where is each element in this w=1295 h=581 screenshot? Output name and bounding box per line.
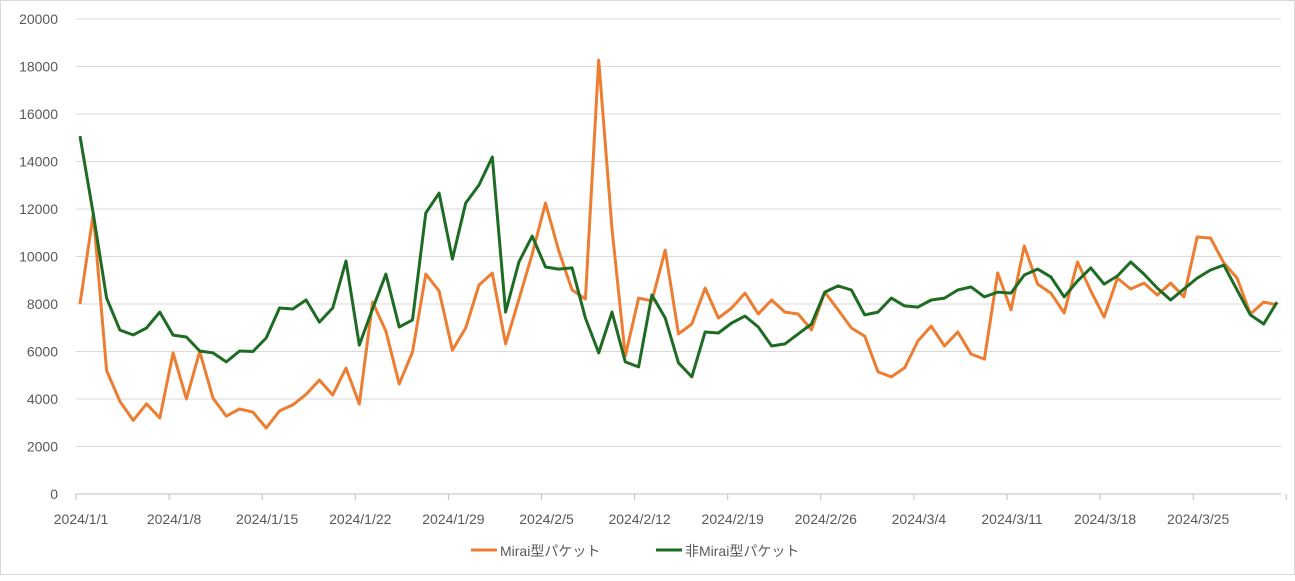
legend: Mirai型パケット 非Mirai型パケット: [471, 543, 799, 559]
y-tick-label: 14000: [19, 154, 58, 170]
x-tick-label: 2024/3/18: [1074, 511, 1136, 527]
x-tick-label: 2024/3/11: [981, 511, 1042, 527]
y-tick-label: 16000: [19, 106, 58, 122]
x-tick-label: 2024/2/12: [608, 511, 670, 527]
series-line-mirai: [78, 58, 1278, 430]
x-tick-label: 2024/1/22: [329, 511, 391, 527]
x-tick-label: 2024/3/25: [1167, 511, 1229, 527]
x-tick-label: 2024/1/1: [54, 511, 109, 527]
y-tick-label: 0: [50, 486, 58, 502]
y-tick-label: 2000: [27, 439, 58, 455]
y-tick-label: 12000: [19, 201, 58, 217]
x-tick-label: 2024/2/19: [702, 511, 764, 527]
x-axis: 2024/1/1 2024/1/8 2024/1/15 2024/1/22 2024/1…: [54, 493, 1287, 527]
gridlines: [76, 18, 1281, 447]
y-tick-label: 10000: [19, 249, 58, 265]
y-tick-label: 18000: [19, 59, 58, 75]
x-tick-label: 2024/1/29: [422, 511, 484, 527]
legend-label-mirai: Mirai型パケット: [500, 543, 600, 559]
series-lines: [78, 58, 1279, 430]
y-axis-tick-labels: 0 2000 4000 6000 8000 10000 12000 14000 16000 180…: [19, 11, 58, 502]
y-tick-label: 8000: [27, 296, 58, 312]
x-tick-label: 2024/2/26: [795, 511, 857, 527]
legend-label-non-mirai: 非Mirai型パケット: [685, 543, 799, 559]
x-tick-label: 2024/3/4: [892, 511, 947, 527]
x-tick-label: 2024/2/5: [519, 511, 574, 527]
y-tick-label: 4000: [27, 391, 58, 407]
x-tick-label: 2024/1/8: [147, 511, 202, 527]
series-line-non-mirai: [78, 135, 1279, 379]
y-tick-label: 6000: [27, 344, 58, 360]
y-tick-label: 20000: [19, 11, 58, 27]
x-tick-label: 2024/1/15: [236, 511, 298, 527]
